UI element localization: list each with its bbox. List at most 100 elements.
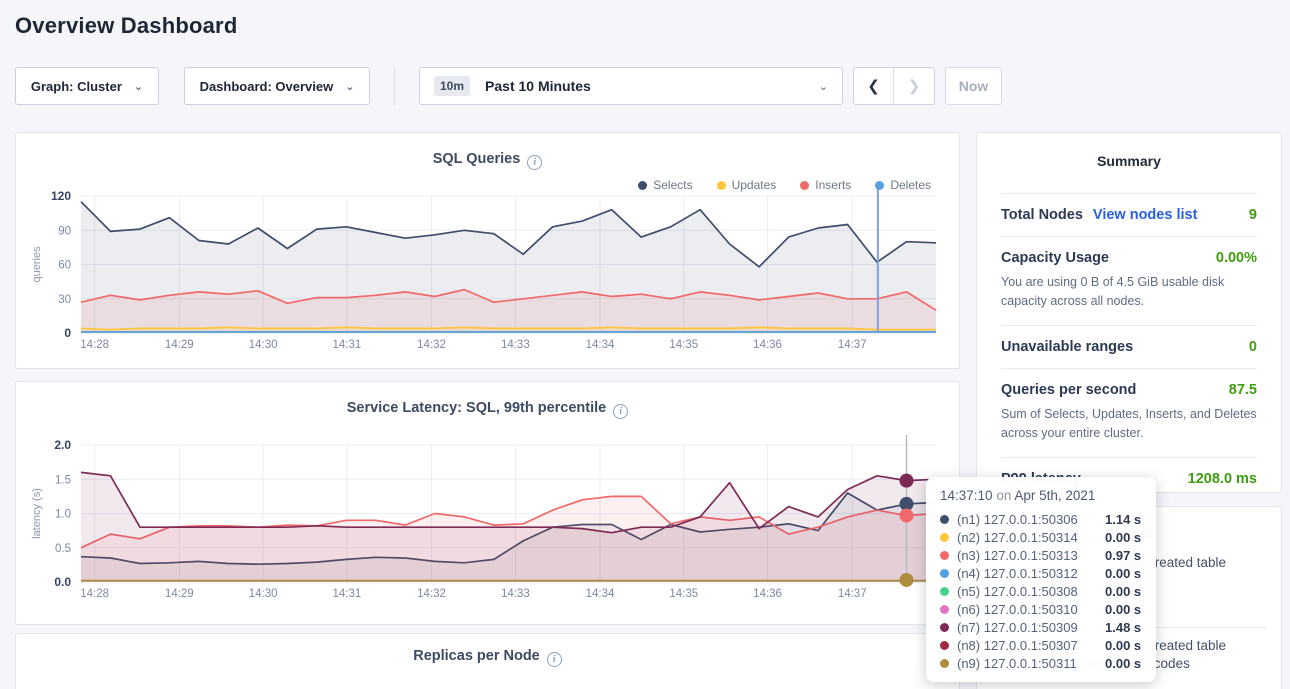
svg-text:30: 30 — [58, 294, 71, 306]
tooltip-node-value: 0.97 s — [1105, 547, 1142, 563]
info-icon[interactable]: i — [527, 155, 543, 170]
tooltip-node-label: (n2) 127.0.0.1:50314 — [957, 529, 1078, 545]
legend-dot-icon — [875, 180, 885, 190]
summary-row-capacity-usage: Capacity Usage 0.00% You are using 0 B o… — [1001, 236, 1257, 325]
series-dot-icon — [940, 604, 949, 614]
series-dot-icon — [940, 640, 949, 650]
summary-label: Queries per second — [1001, 381, 1137, 398]
svg-text:14:29: 14:29 — [165, 339, 194, 351]
view-nodes-list-link[interactable]: View nodes list — [1092, 207, 1198, 223]
chart-title: SQL Queries i — [16, 151, 959, 170]
tooltip-time: 14:37:10 — [940, 488, 993, 503]
svg-text:14:30: 14:30 — [249, 339, 278, 351]
svg-text:14:33: 14:33 — [501, 588, 530, 600]
svg-text:90: 90 — [58, 225, 71, 237]
svg-text:0.5: 0.5 — [55, 543, 71, 555]
tooltip-node-value: 0.00 s — [1105, 655, 1142, 671]
legend-item-updates[interactable]: Updates — [716, 178, 776, 192]
svg-text:1.5: 1.5 — [55, 474, 71, 486]
legend-label: Selects — [653, 178, 693, 192]
chevron-down-icon: ⌄ — [818, 80, 828, 93]
time-prev-button[interactable]: ❮ — [854, 68, 894, 104]
tooltip-node-value: 0.00 s — [1105, 565, 1142, 581]
tooltip-node-row: (n9) 127.0.0.1:50311 0.00 s — [940, 654, 1142, 672]
summary-row-queries-per-second: Queries per second 87.5 Sum of Selects, … — [1001, 367, 1257, 457]
graph-scope-dropdown[interactable]: Graph: Cluster ⌄ — [15, 67, 159, 105]
tooltip-node-label: (n1) 127.0.0.1:50306 — [957, 511, 1078, 527]
tooltip-node-value: 0.00 s — [1105, 601, 1142, 617]
tooltip-node-row: (n2) 127.0.0.1:50314 0.00 s — [940, 528, 1142, 546]
tooltip-on: on — [996, 488, 1012, 503]
legend-label: Inserts — [815, 178, 852, 192]
legend-dot-icon — [716, 180, 726, 190]
tooltip-node-row: (n1) 127.0.0.1:50306 1.14 s — [940, 510, 1142, 528]
legend-item-deletes[interactable]: Deletes — [875, 178, 931, 192]
summary-heading: Summary — [1097, 153, 1161, 169]
legend-item-selects[interactable]: Selects — [638, 178, 693, 192]
series-dot-icon — [940, 532, 949, 542]
svg-text:queries: queries — [31, 246, 43, 283]
tooltip-node-label: (n3) 127.0.0.1:50313 — [957, 547, 1078, 563]
svg-text:14:37: 14:37 — [838, 588, 867, 600]
series-dot-icon — [940, 586, 949, 596]
tooltip-node-label: (n6) 127.0.0.1:50310 — [957, 601, 1078, 617]
chart-title: Service Latency: SQL, 99th percentile i — [16, 400, 959, 419]
summary-subtext: Sum of Selects, Updates, Inserts, and De… — [1001, 406, 1257, 441]
tooltip-node-row: (n8) 127.0.0.1:50307 0.00 s — [940, 636, 1142, 654]
dashboard-label: Dashboard: Overview — [199, 78, 334, 94]
tooltip-node-value: 1.14 s — [1105, 511, 1142, 527]
svg-text:14:30: 14:30 — [249, 588, 278, 600]
svg-text:14:36: 14:36 — [753, 588, 782, 600]
info-icon[interactable]: i — [546, 652, 562, 667]
time-range-label: Past 10 Minutes — [485, 78, 591, 94]
svg-text:14:33: 14:33 — [501, 339, 530, 351]
svg-text:14:31: 14:31 — [333, 588, 362, 600]
svg-text:14:28: 14:28 — [80, 339, 109, 351]
svg-text:14:37: 14:37 — [838, 339, 867, 351]
chevron-down-icon: ⌄ — [345, 80, 355, 93]
service-latency-chart[interactable]: 0.0 0.5 1.0 1.5 2.0 14:28 14:29 14:30 14:31 14:32… — [16, 382, 961, 614]
series-dot-icon — [940, 658, 949, 668]
tooltip-node-label: (n5) 127.0.0.1:50308 — [957, 583, 1078, 599]
legend-item-inserts[interactable]: Inserts — [800, 178, 851, 192]
time-next-button[interactable]: ❯ — [907, 78, 921, 95]
svg-text:14:35: 14:35 — [669, 588, 698, 600]
summary-subtext: You are using 0 B of 4.5 GiB usable disk… — [1001, 275, 1225, 309]
svg-text:latency (s): latency (s) — [31, 488, 43, 539]
svg-text:14:32: 14:32 — [417, 588, 446, 600]
summary-value: 0.00% — [1215, 250, 1257, 266]
svg-text:14:35: 14:35 — [669, 339, 698, 351]
now-button[interactable]: Now — [945, 67, 1002, 105]
page-title: Overview Dashboard — [15, 13, 238, 38]
chevron-down-icon: ⌄ — [133, 80, 144, 93]
tooltip-node-row: (n5) 127.0.0.1:50308 0.00 s — [940, 582, 1142, 600]
svg-text:14:36: 14:36 — [753, 339, 782, 351]
tooltip-node-value: 0.00 s — [1105, 637, 1142, 653]
dashboard-dropdown[interactable]: Dashboard: Overview ⌄ — [184, 67, 370, 105]
chart-title-text: SQL Queries — [432, 151, 521, 167]
series-dot-icon — [940, 514, 949, 524]
summary-label: Capacity Usage — [1001, 250, 1109, 266]
summary-value: 0 — [1248, 338, 1257, 355]
sql-queries-card: 0 30 60 90 120 14:28 14:29 14:30 14:31 14:32 14:33… — [15, 132, 960, 369]
graph-scope-label: Graph: Cluster — [30, 78, 122, 94]
chart-title-text: Replicas per Node — [413, 648, 540, 664]
chart-hover-tooltip: 14:37:10 on Apr 5th, 2021 (n1) 127.0.0.1… — [926, 477, 1156, 682]
summary-value: 87.5 — [1228, 381, 1257, 398]
svg-text:1.0: 1.0 — [55, 509, 71, 521]
summary-label: Total Nodes — [1001, 207, 1083, 223]
tooltip-node-label: (n7) 127.0.0.1:50309 — [957, 619, 1078, 635]
toolbar: Graph: Cluster ⌄ Dashboard: Overview ⌄ 1… — [15, 67, 1002, 105]
info-icon[interactable]: i — [613, 404, 629, 419]
svg-text:120: 120 — [51, 189, 71, 203]
chart-title-text: Service Latency: SQL, 99th percentile — [346, 400, 607, 416]
svg-text:14:34: 14:34 — [586, 588, 615, 600]
svg-text:2.0: 2.0 — [54, 438, 71, 452]
tooltip-node-row: (n6) 127.0.0.1:50310 0.00 s — [940, 600, 1142, 618]
sql-queries-chart[interactable]: 0 30 60 90 120 14:28 14:29 14:30 14:31 14:32 14:33… — [16, 133, 961, 365]
svg-text:14:34: 14:34 — [586, 339, 615, 351]
summary-panel: Summary Total Nodes View nodes list 9 Ca… — [976, 132, 1282, 493]
time-range-picker[interactable]: 10m Past 10 Minutes ⌄ — [419, 67, 843, 105]
summary-value: 9 — [1248, 207, 1257, 223]
svg-text:60: 60 — [58, 260, 71, 272]
